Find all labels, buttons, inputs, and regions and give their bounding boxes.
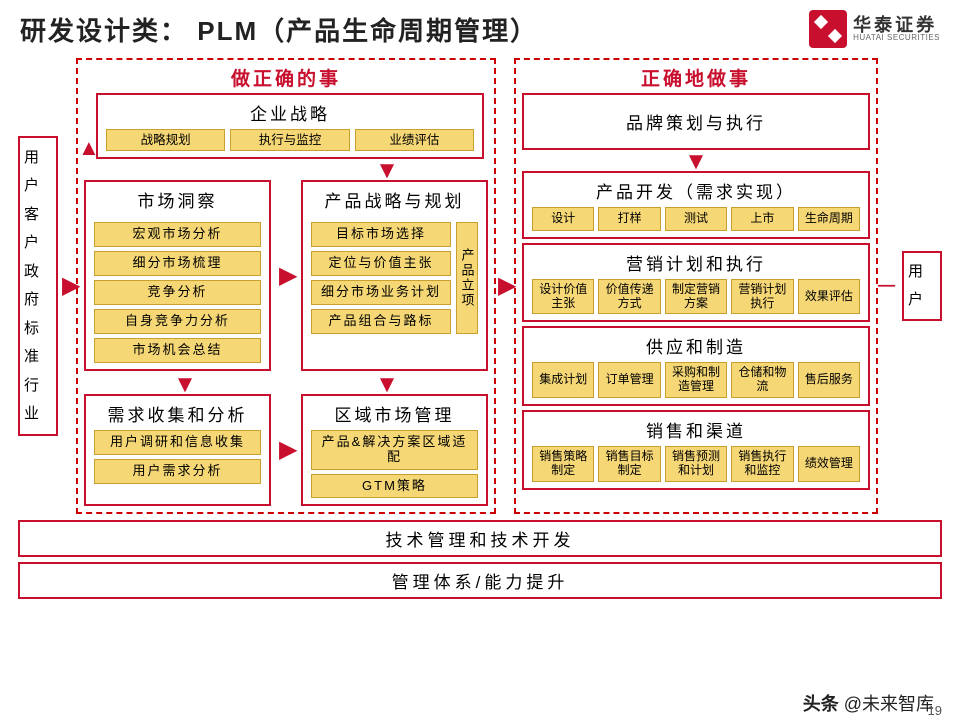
section-title-left: 做正确的事 <box>84 64 488 91</box>
product-approval: 产品立项 <box>456 222 478 334</box>
market-insight-panel: 市场洞察 宏观市场分析 细分市场梳理 竞争分析 自身竞争力分析 市场机会总结 <box>84 180 271 371</box>
regional-panel: 区域市场管理 产品&解决方案区域适配 GTM策略 <box>301 394 488 507</box>
arrow-right-icon: ▶ <box>279 438 293 462</box>
yellow-item: 战略规划 <box>106 129 225 151</box>
yellow-item: 执行与监控 <box>230 129 349 151</box>
section-title-right: 正确地做事 <box>522 64 870 91</box>
sales-panel: 销售和渠道 销售策略制定 销售目标制定 销售预测和计划 销售执行和监控 绩效管理 <box>522 410 870 490</box>
bottom-bands: 技术管理和技术开发 管理体系/能力提升 <box>18 520 942 599</box>
page-title: 研发设计类： PLM（产品生命周期管理） <box>20 11 538 48</box>
watermark: 头条 @未来智库 <box>803 690 934 716</box>
arrow-down-icon: ▼ <box>286 163 488 180</box>
logo-icon <box>809 10 847 48</box>
logo-text-en: HUATAI SECURITIES <box>853 34 940 42</box>
logo: 华泰证券 HUATAI SECURITIES <box>809 10 940 48</box>
do-things-right: 正确地做事 品牌策划与执行 ▼ 产品开发（需求实现） 设计 打样 测试 上市 生… <box>514 58 878 514</box>
arrow-down-icon: ▼ <box>522 154 870 171</box>
page-number: 19 <box>928 703 942 718</box>
product-strategy-panel: 产品战略与规划 目标市场选择 定位与价值主张 细分市场业务计划 产品组合与路标 … <box>301 180 488 371</box>
arrow-down-icon: ▼ <box>84 377 286 394</box>
mgmt-band: 管理体系/能力提升 <box>18 562 942 599</box>
do-right-things: 做正确的事 ▲ 企业战略 战略规划 执行与监控 业绩评估 ▼ 市场洞察 <box>76 58 496 514</box>
demand-panel: 需求收集和分析 用户调研和信息收集 用户需求分析 <box>84 394 271 507</box>
user-box: 用户 <box>902 251 942 321</box>
arrow-right-icon: ▶ <box>62 274 76 298</box>
yellow-item: 业绩评估 <box>355 129 474 151</box>
stakeholders-box: 用户 客户 政府 标准 行业 <box>18 136 58 436</box>
tech-band: 技术管理和技术开发 <box>18 520 942 557</box>
supply-panel: 供应和制造 集成计划 订单管理 采购和制造管理 仓储和物流 售后服务 <box>522 326 870 406</box>
arrow-up-icon: ▲ <box>78 135 100 161</box>
marketing-panel: 营销计划和执行 设计价值主张 价值传递方式 制定营销方案 营销计划执行 效果评估 <box>522 243 870 323</box>
product-dev-panel: 产品开发（需求实现） 设计 打样 测试 上市 生命周期 <box>522 171 870 239</box>
enterprise-strategy-panel: ▲ 企业战略 战略规划 执行与监控 业绩评估 <box>96 93 484 159</box>
header: 研发设计类： PLM（产品生命周期管理） 华泰证券 HUATAI SECURIT… <box>0 0 960 54</box>
diagram: 用户 客户 政府 标准 行业 ▶ 做正确的事 ▲ 企业战略 战略规划 执行与监控… <box>0 54 960 601</box>
logo-text-cn: 华泰证券 <box>853 16 940 34</box>
arrow-right-icon: ▶ <box>498 274 512 298</box>
arrow-right-icon: ▶ <box>279 264 293 288</box>
brand-panel: 品牌策划与执行 <box>522 93 870 150</box>
arrow-right-icon: ─ <box>878 274 890 298</box>
arrow-down-icon: ▼ <box>286 377 488 394</box>
